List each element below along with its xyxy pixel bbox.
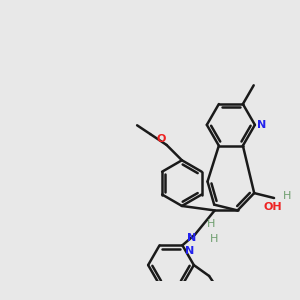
Text: H: H <box>283 191 291 201</box>
Text: H: H <box>210 234 219 244</box>
Text: H: H <box>207 219 216 229</box>
Text: OH: OH <box>264 202 282 212</box>
Text: N: N <box>187 233 196 243</box>
Text: N: N <box>184 246 194 256</box>
Text: N: N <box>257 120 266 130</box>
Text: O: O <box>156 134 166 144</box>
